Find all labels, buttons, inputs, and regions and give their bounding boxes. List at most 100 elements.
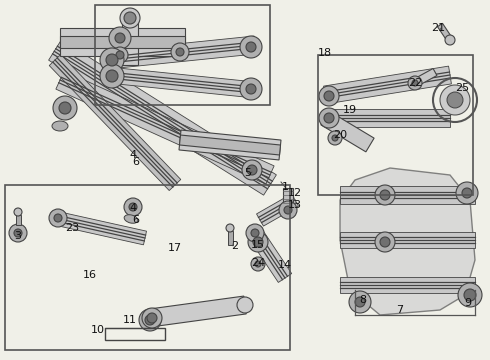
Circle shape [142, 308, 162, 328]
Circle shape [456, 182, 478, 204]
Text: 9: 9 [465, 298, 471, 308]
Polygon shape [53, 211, 147, 245]
Circle shape [319, 108, 339, 128]
Circle shape [253, 237, 263, 247]
Text: 18: 18 [318, 48, 332, 58]
Text: 7: 7 [396, 305, 404, 315]
Circle shape [284, 206, 292, 214]
Circle shape [237, 297, 253, 313]
Circle shape [59, 102, 71, 114]
Circle shape [145, 315, 155, 325]
Polygon shape [257, 194, 298, 226]
Circle shape [106, 54, 118, 66]
Circle shape [100, 48, 124, 72]
Circle shape [120, 8, 140, 28]
Circle shape [116, 51, 124, 59]
Polygon shape [413, 68, 437, 86]
Polygon shape [107, 36, 256, 69]
Polygon shape [149, 296, 246, 327]
Text: 8: 8 [360, 295, 367, 305]
Circle shape [129, 203, 137, 211]
Circle shape [100, 64, 124, 88]
Text: 20: 20 [333, 130, 347, 140]
Text: 4: 4 [129, 150, 137, 160]
Circle shape [324, 91, 334, 101]
Circle shape [355, 297, 365, 307]
Circle shape [240, 78, 262, 100]
Text: 5: 5 [245, 168, 251, 178]
Polygon shape [340, 277, 475, 293]
Text: 13: 13 [288, 200, 302, 210]
Text: 11: 11 [123, 315, 137, 325]
Text: 1: 1 [281, 182, 289, 192]
Ellipse shape [52, 121, 68, 131]
Circle shape [106, 70, 118, 82]
Circle shape [380, 237, 390, 247]
Text: 6: 6 [132, 215, 140, 225]
Circle shape [349, 291, 371, 313]
Polygon shape [340, 186, 475, 204]
Text: 10: 10 [91, 325, 105, 335]
Polygon shape [340, 232, 475, 248]
Circle shape [440, 85, 470, 115]
Circle shape [447, 92, 463, 108]
Polygon shape [340, 168, 475, 315]
Circle shape [115, 33, 125, 43]
Text: 17: 17 [168, 243, 182, 253]
Polygon shape [122, 20, 138, 65]
Text: 25: 25 [455, 83, 469, 93]
Circle shape [176, 48, 184, 56]
Text: 3: 3 [15, 231, 22, 241]
Circle shape [380, 190, 390, 200]
Circle shape [279, 201, 297, 219]
Circle shape [248, 232, 268, 252]
Polygon shape [49, 40, 276, 195]
Circle shape [458, 283, 482, 307]
Circle shape [408, 76, 422, 90]
Polygon shape [49, 54, 181, 190]
Polygon shape [60, 28, 185, 56]
Text: 22: 22 [408, 78, 422, 88]
Circle shape [124, 198, 142, 216]
Polygon shape [438, 23, 452, 42]
Circle shape [324, 113, 334, 123]
Circle shape [247, 165, 257, 175]
Circle shape [53, 96, 77, 120]
Text: 4: 4 [129, 203, 137, 213]
Bar [318, 55, 473, 195]
Text: 24: 24 [251, 258, 265, 268]
Polygon shape [179, 130, 281, 160]
Polygon shape [56, 71, 274, 184]
Circle shape [251, 229, 259, 237]
Circle shape [255, 261, 261, 267]
Polygon shape [323, 66, 451, 104]
Circle shape [112, 47, 128, 63]
Polygon shape [321, 111, 374, 152]
Text: 12: 12 [288, 188, 302, 198]
Text: 6: 6 [132, 157, 140, 167]
Polygon shape [248, 229, 292, 283]
Polygon shape [107, 67, 256, 98]
Circle shape [332, 135, 338, 141]
Ellipse shape [124, 215, 138, 223]
Bar [227, 231, 232, 245]
Circle shape [240, 36, 262, 58]
Circle shape [147, 313, 157, 323]
Text: 19: 19 [343, 105, 357, 115]
Circle shape [9, 224, 27, 242]
Bar [5, 185, 290, 350]
Polygon shape [325, 109, 450, 127]
Circle shape [139, 309, 161, 331]
Polygon shape [179, 135, 280, 155]
Circle shape [328, 131, 342, 145]
Circle shape [14, 229, 22, 237]
Circle shape [445, 35, 455, 45]
Circle shape [54, 214, 62, 222]
Circle shape [226, 224, 234, 232]
Circle shape [49, 209, 67, 227]
Bar [95, 5, 270, 105]
Circle shape [375, 185, 395, 205]
Polygon shape [60, 36, 185, 48]
Text: 15: 15 [251, 240, 265, 250]
Bar [16, 215, 21, 225]
